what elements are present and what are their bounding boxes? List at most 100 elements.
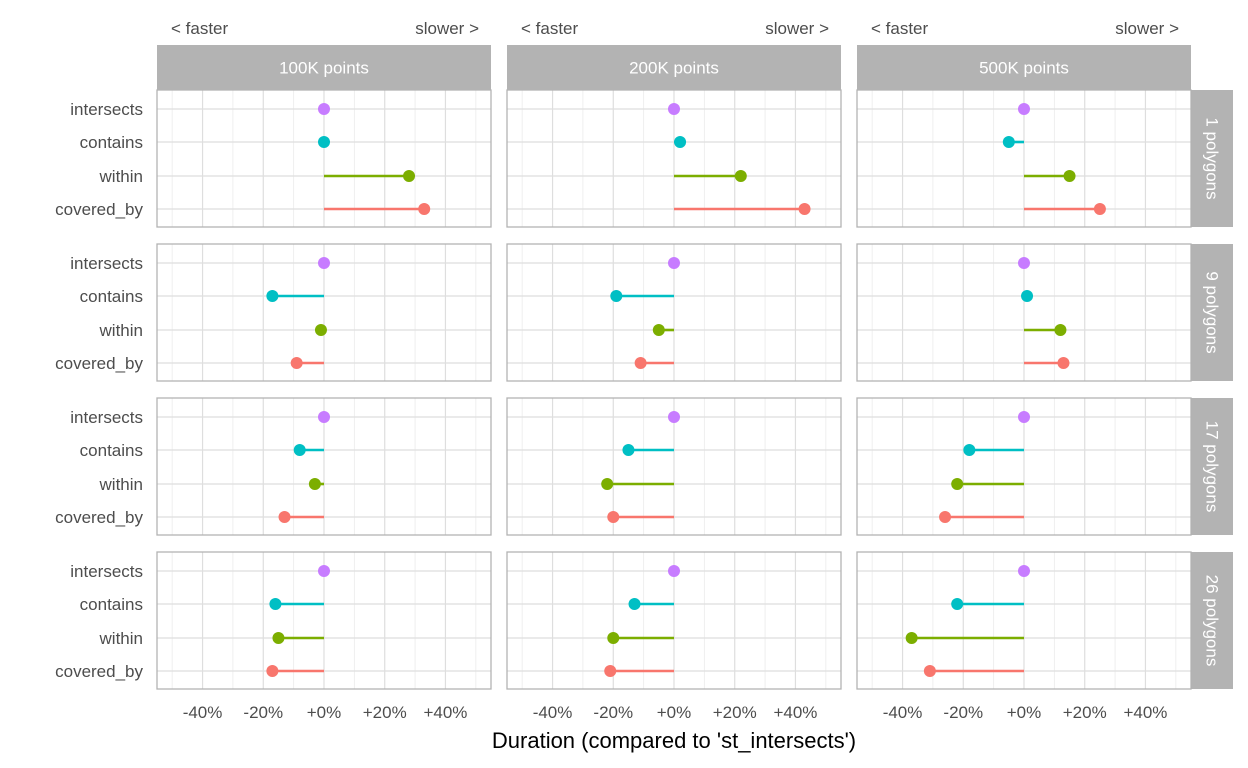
lollipop-point xyxy=(278,511,291,523)
row-strip xyxy=(1191,90,1233,227)
slower-note: slower > xyxy=(765,19,829,38)
x-tick-label: -40% xyxy=(533,703,573,722)
panel-border xyxy=(856,397,1192,536)
panel-border xyxy=(156,551,492,690)
lollipop-point xyxy=(272,632,285,644)
panel-border xyxy=(506,243,842,382)
lollipop-point xyxy=(734,170,747,182)
faster-note: < faster xyxy=(171,19,229,38)
lollipop-point xyxy=(601,478,614,490)
y-tick-label: intersects xyxy=(70,408,143,427)
y-tick-label: intersects xyxy=(70,254,143,273)
faster-note: < faster xyxy=(521,19,579,38)
lollipop-point xyxy=(1057,357,1070,369)
x-tick-label: -20% xyxy=(943,703,983,722)
y-tick-label: contains xyxy=(80,595,143,614)
y-tick-label: covered_by xyxy=(55,662,143,681)
lollipop-point xyxy=(607,511,620,523)
panel-border xyxy=(506,89,842,228)
lollipop-point xyxy=(266,290,279,302)
panel xyxy=(156,397,492,536)
panels xyxy=(156,89,1192,690)
lollipop-point xyxy=(674,136,687,148)
column-strips: 100K points 200K points 500K points xyxy=(157,45,1191,90)
lollipop-point xyxy=(963,444,976,456)
lollipop-point xyxy=(905,632,918,644)
x-tick-label: +40% xyxy=(423,703,467,722)
lollipop-point xyxy=(318,103,330,115)
x-tick-label: +0% xyxy=(657,703,692,722)
lollipop-point xyxy=(1063,170,1076,182)
lollipop-point xyxy=(318,411,330,423)
lollipop-point xyxy=(1018,411,1030,423)
column-strip-label: 100K points xyxy=(279,59,369,78)
y-tick-label: within xyxy=(99,475,143,494)
row-strip xyxy=(1191,398,1233,535)
column-strip-label: 200K points xyxy=(629,59,719,78)
x-tick-label: -20% xyxy=(593,703,633,722)
lollipop-point xyxy=(418,203,431,215)
lollipop-point xyxy=(1021,290,1034,302)
lollipop-point xyxy=(1018,565,1030,577)
y-tick-label: contains xyxy=(80,133,143,152)
row-strip xyxy=(1191,244,1233,381)
x-tick-label: +20% xyxy=(1063,703,1107,722)
lollipop-point xyxy=(668,103,680,115)
row-strip-label: 1 polygons xyxy=(1203,117,1222,199)
y-tick-label: within xyxy=(99,321,143,340)
row-strip-label: 26 polygons xyxy=(1203,575,1222,667)
y-axis-labels: intersectscontainswithincovered_byinters… xyxy=(55,100,143,681)
lollipop-point xyxy=(1002,136,1015,148)
lollipop-point xyxy=(318,565,330,577)
lollipop-point xyxy=(652,324,665,336)
y-tick-label: covered_by xyxy=(55,200,143,219)
column-strip-label: 500K points xyxy=(979,59,1069,78)
lollipop-point xyxy=(293,444,306,456)
lollipop-point xyxy=(308,478,321,490)
panel xyxy=(856,551,1192,690)
x-tick-label: +20% xyxy=(363,703,407,722)
lollipop-point xyxy=(604,665,617,677)
lollipop-point xyxy=(266,665,279,677)
lollipop-point xyxy=(951,478,964,490)
lollipop-point xyxy=(1093,203,1106,215)
panel-border xyxy=(156,89,492,228)
column-strip xyxy=(857,45,1191,90)
lollipop-point xyxy=(1018,103,1030,115)
y-tick-label: intersects xyxy=(70,100,143,119)
row-strip-label: 9 polygons xyxy=(1203,271,1222,353)
lollipop-point xyxy=(628,598,641,610)
lollipop-point xyxy=(668,257,680,269)
panel-border xyxy=(506,397,842,536)
slower-note: slower > xyxy=(1115,19,1179,38)
x-axis-labels: -40% -20% +0% +20% +40% -40% -20% +0% +20% +40% -4… xyxy=(183,703,1168,722)
y-tick-label: covered_by xyxy=(55,508,143,527)
x-tick-label: +20% xyxy=(713,703,757,722)
row-strips: 1 polygons 9 polygons 17 polygons 26 polygo… xyxy=(1191,90,1233,689)
panel-border xyxy=(856,243,1192,382)
lollipop-point xyxy=(634,357,647,369)
panel xyxy=(156,89,492,228)
lollipop-point xyxy=(403,170,416,182)
x-tick-label: +0% xyxy=(1007,703,1042,722)
y-tick-label: intersects xyxy=(70,562,143,581)
panel xyxy=(506,89,842,228)
x-tick-label: -40% xyxy=(883,703,923,722)
column-strip xyxy=(507,45,841,90)
lollipop-point xyxy=(290,357,303,369)
y-tick-label: contains xyxy=(80,441,143,460)
row-strip-label: 17 polygons xyxy=(1203,421,1222,513)
lollipop-point xyxy=(610,290,623,302)
panel-border xyxy=(506,551,842,690)
y-tick-label: contains xyxy=(80,287,143,306)
lollipop-point xyxy=(939,511,952,523)
column-strip xyxy=(157,45,491,90)
x-tick-label: +40% xyxy=(1123,703,1167,722)
lollipop-point xyxy=(607,632,620,644)
x-tick-label: +0% xyxy=(307,703,342,722)
lollipop-point xyxy=(951,598,964,610)
x-tick-label: -20% xyxy=(243,703,283,722)
lollipop-point xyxy=(1018,257,1030,269)
top-annotations: < faster slower > < faster slower > < faster… xyxy=(171,19,1179,38)
panel-border xyxy=(156,397,492,536)
